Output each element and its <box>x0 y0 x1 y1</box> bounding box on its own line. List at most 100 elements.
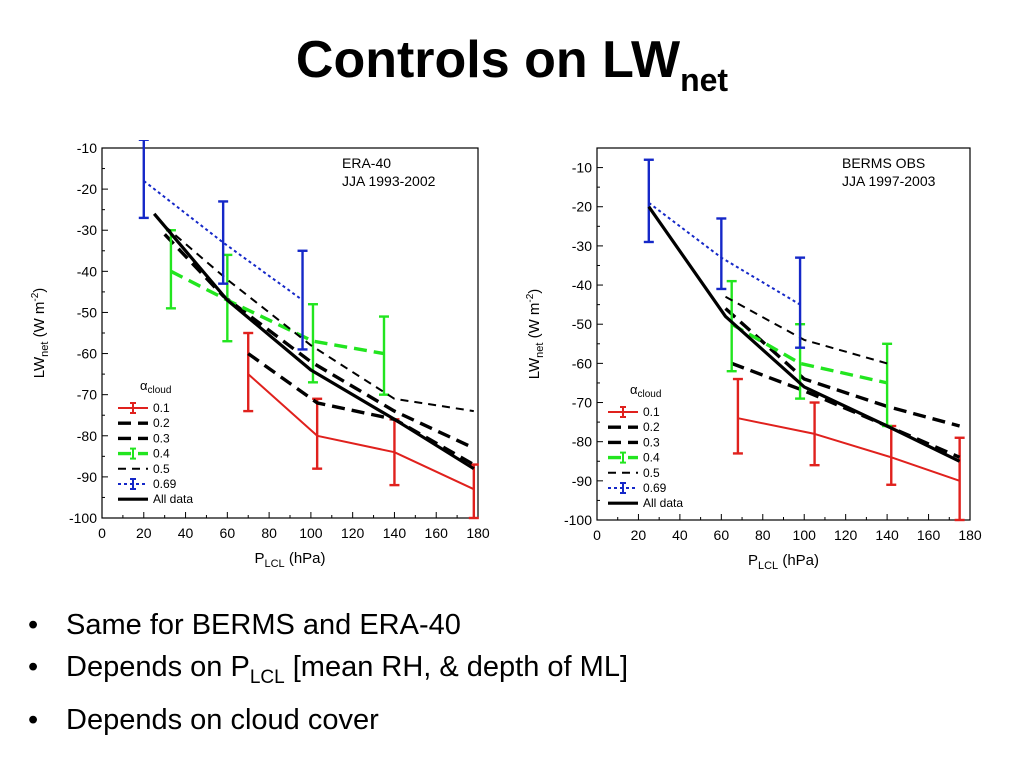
x-tick-label: 160 <box>917 527 941 543</box>
y-tick-label: -90 <box>572 473 592 489</box>
x-axis-label-unit: (hPa) <box>285 550 326 567</box>
legend-title: αcloud <box>630 382 661 400</box>
y-axis-label-sub: net <box>534 343 546 358</box>
y-tick-label: -10 <box>572 160 592 176</box>
x-tick-label: 120 <box>834 527 858 543</box>
bullet-text-pre: Depends on P <box>66 651 250 683</box>
y-axis-label-unit: (W m <box>526 303 543 343</box>
legend-title-main: α <box>630 382 638 397</box>
legend-label: 0.2 <box>153 416 170 430</box>
y-tick-label: -50 <box>77 304 97 320</box>
y-tick-label: -50 <box>572 316 592 332</box>
bullet-text-sub: LCL <box>249 666 285 688</box>
y-tick-label: -30 <box>77 222 97 238</box>
x-tick-label: 20 <box>136 525 152 541</box>
y-axis-label-exp: -2 <box>30 292 41 301</box>
y-tick-label: -60 <box>77 346 97 362</box>
bullet-item: Same for BERMS and ERA-40 <box>28 604 628 646</box>
bullet-list: Same for BERMS and ERA-40 Depends on PLC… <box>28 604 628 741</box>
legend-label: 0.5 <box>153 462 170 476</box>
x-tick-label: 60 <box>714 527 730 543</box>
y-axis-label-unit: (W m <box>31 302 48 342</box>
x-tick-label: 120 <box>341 525 365 541</box>
series-line-0.2 <box>247 352 475 467</box>
bullet-text-post: [mean RH, & depth of ML] <box>284 651 628 683</box>
legend-title-main: α <box>140 378 148 393</box>
series-line-0.5 <box>725 295 888 365</box>
series-line-0.1 <box>247 373 475 491</box>
legend-label: 0.69 <box>643 481 667 495</box>
x-axis-label-unit: (hPa) <box>778 552 819 569</box>
y-axis-label-sub: net <box>39 342 51 357</box>
x-tick-label: 20 <box>631 527 647 543</box>
x-tick-label: 180 <box>466 525 490 541</box>
bullet-text: Same for BERMS and ERA-40 <box>66 609 461 641</box>
slide-title: Controls on LWnet <box>0 30 1024 98</box>
legend-label: All data <box>153 492 193 506</box>
legend-title-sub: cloud <box>148 385 172 396</box>
title-main: Controls on LW <box>295 31 681 89</box>
series-line-all-data <box>152 212 475 471</box>
x-tick-label: 80 <box>261 525 277 541</box>
legend-label: All data <box>643 496 683 510</box>
series-line-all-data <box>647 205 961 463</box>
x-axis-label: PLCL (hPa) <box>748 552 819 572</box>
x-tick-label: 40 <box>672 527 688 543</box>
x-tick-label: 100 <box>299 525 323 541</box>
y-tick-label: -20 <box>77 181 97 197</box>
y-axis-label: LWnet (W m-2) <box>525 289 546 380</box>
y-axis-label-close: ) <box>31 288 48 293</box>
y-tick-label: -20 <box>572 199 592 215</box>
x-tick-label: 140 <box>383 525 407 541</box>
x-tick-label: 0 <box>593 527 601 543</box>
chart-annotation: BERMS OBS <box>842 155 925 171</box>
legend-title: αcloud <box>140 378 171 396</box>
y-tick-label: -80 <box>572 434 592 450</box>
legend-title-sub: cloud <box>638 389 662 400</box>
y-tick-label: -90 <box>77 469 97 485</box>
x-tick-label: 60 <box>220 525 236 541</box>
y-tick-label: -100 <box>69 510 97 526</box>
y-tick-label: -40 <box>572 277 592 293</box>
legend-label: 0.3 <box>153 431 170 445</box>
y-tick-label: -10 <box>77 140 97 156</box>
x-axis-label: PLCL (hPa) <box>254 550 325 570</box>
legend-label: 0.3 <box>643 435 660 449</box>
y-axis-label-main: LW <box>526 357 543 379</box>
title-subscript: net <box>680 62 729 98</box>
chart-annotation: JJA 1993-2002 <box>342 173 436 189</box>
y-tick-label: -80 <box>77 428 97 444</box>
x-axis-label-main: P <box>748 552 758 569</box>
legend-label: 0.1 <box>643 405 660 419</box>
y-tick-label: -100 <box>564 512 592 528</box>
series-line-0.4 <box>730 322 888 385</box>
series-line-0.3 <box>163 233 475 450</box>
x-tick-label: 160 <box>425 525 449 541</box>
legend-label: 0.2 <box>643 420 660 434</box>
x-tick-label: 100 <box>793 527 817 543</box>
y-axis-label-close: ) <box>526 289 543 294</box>
series-line-0.4 <box>170 269 385 356</box>
legend-label: 0.4 <box>153 447 170 461</box>
x-tick-label: 40 <box>178 525 194 541</box>
y-tick-label: -40 <box>77 263 97 279</box>
series-line-0.5 <box>164 225 474 413</box>
bullet-item: Depends on cloud cover <box>28 699 628 741</box>
y-axis-label-main: LW <box>31 356 48 378</box>
chart-annotation: ERA-40 <box>342 155 391 171</box>
x-axis-label-sub: LCL <box>264 558 284 570</box>
legend-label: 0.5 <box>643 466 660 480</box>
x-tick-label: 140 <box>875 527 899 543</box>
y-axis-label-exp: -2 <box>525 293 536 302</box>
chart-annotation: JJA 1997-2003 <box>842 173 936 189</box>
x-tick-label: 80 <box>755 527 771 543</box>
x-axis-label-main: P <box>254 550 264 567</box>
y-axis-label: LWnet (W m-2) <box>30 288 51 379</box>
legend-label: 0.1 <box>153 401 170 415</box>
bullet-item: Depends on PLCL [mean RH, & depth of ML] <box>28 646 628 699</box>
bullet-text: Depends on cloud cover <box>66 703 379 736</box>
y-tick-label: -30 <box>572 238 592 254</box>
x-tick-label: 0 <box>98 525 106 541</box>
